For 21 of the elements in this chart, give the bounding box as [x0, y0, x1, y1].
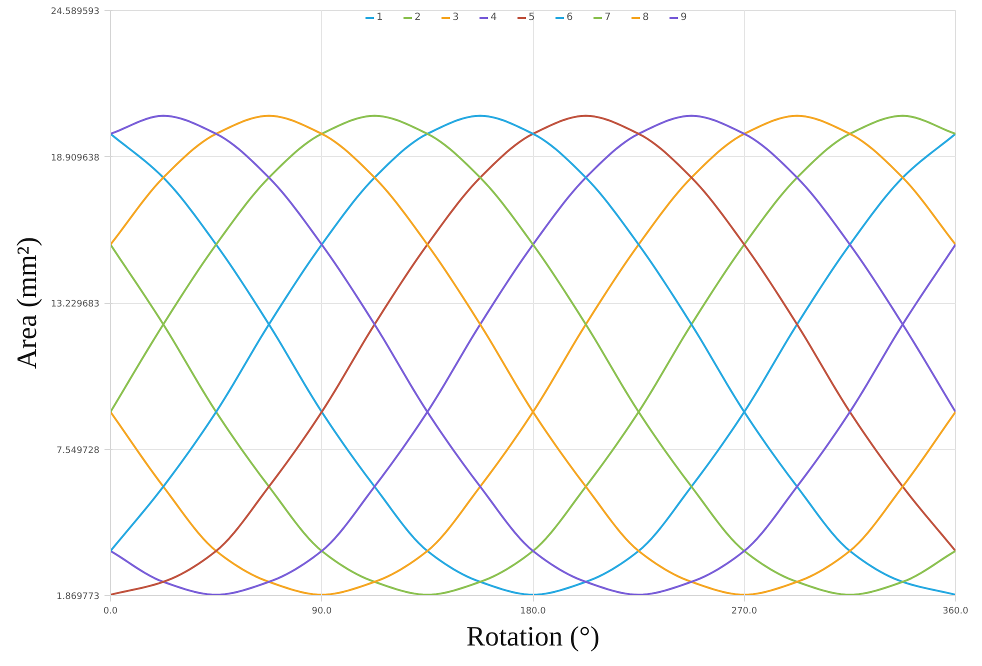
legend-label: 2 — [414, 12, 422, 23]
legend-label: 6 — [566, 12, 574, 23]
x-tick-label: 90.0 — [312, 606, 332, 616]
y-tick-label: 7.549728 — [56, 446, 100, 456]
y-tick-label: 1.869773 — [56, 592, 100, 602]
legend-label: 1 — [376, 12, 384, 23]
x-tick-label: 0.0 — [103, 606, 118, 616]
legend-label: 8 — [642, 12, 650, 23]
x-tick-label: 180.0 — [520, 606, 546, 616]
x-tick-label: 270.0 — [731, 606, 758, 616]
legend-label: 7 — [604, 12, 612, 23]
legend-label: 5 — [528, 12, 536, 23]
legend-label: 9 — [680, 12, 688, 23]
x-axis-title: Rotation (°) — [466, 622, 600, 652]
y-tick-label: 13.229683 — [50, 300, 100, 310]
y-tick-label: 18.909638 — [50, 153, 100, 164]
y-axis-title: Area (mm²) — [12, 236, 43, 369]
x-tick-label: 360.0 — [942, 606, 969, 616]
legend-label: 3 — [452, 12, 460, 23]
y-tick-label: 24.589593 — [50, 7, 100, 17]
legend-label: 4 — [490, 12, 498, 23]
